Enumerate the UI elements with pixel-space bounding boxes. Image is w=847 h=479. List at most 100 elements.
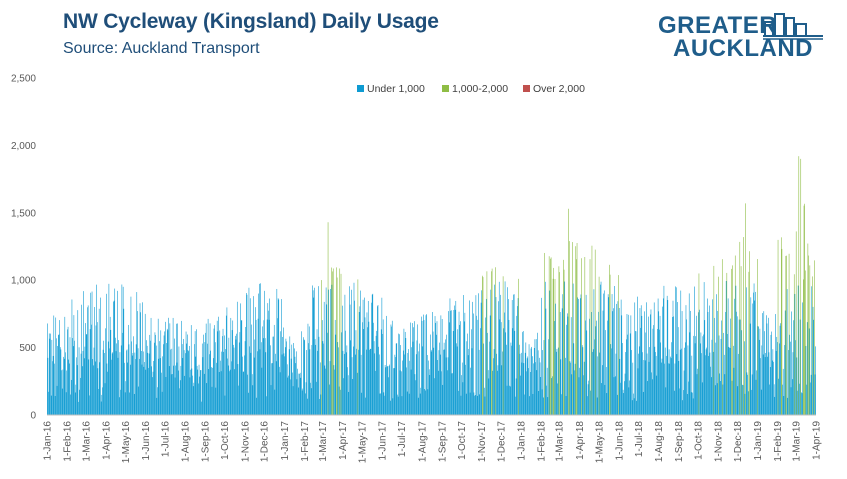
bar-2016-05-18	[136, 292, 138, 415]
bar-2016-05-08	[129, 364, 131, 415]
bar-2017-07-06	[404, 331, 406, 415]
bar-2017-04-21	[355, 330, 357, 415]
bar-2016-10-17	[235, 335, 236, 415]
bar-2017-04-12	[349, 304, 351, 415]
bar-2018-07-21	[651, 372, 652, 415]
bar-2016-11-22	[258, 293, 259, 415]
x-tick-label: 1-May-17	[358, 421, 369, 464]
bar-2018-10-29	[716, 294, 717, 415]
bar-2018-01-23	[535, 362, 536, 415]
bar-2017-05-09	[367, 327, 368, 415]
bar-2018-07-13	[646, 302, 647, 415]
bar-2018-03-07	[563, 259, 564, 415]
bar-2017-06-18	[393, 368, 394, 415]
bar-2016-09-15	[214, 325, 215, 415]
y-tick-label: 500	[19, 343, 36, 354]
bar-2018-08-28	[675, 287, 677, 415]
bar-2017-05-01	[362, 322, 363, 415]
bar-2017-04-03	[343, 353, 345, 415]
bar-2018-08-23	[672, 300, 674, 415]
bar-2017-06-20	[394, 354, 396, 415]
bar-2018-06-22	[632, 362, 634, 415]
bar-2017-11-26	[497, 365, 499, 415]
bar-2018-03-16	[568, 241, 570, 415]
bar-2017-06-06	[385, 367, 387, 415]
bar-2017-03-28	[340, 389, 341, 415]
bar-2016-11-09	[249, 298, 251, 415]
bar-2016-04-12	[113, 301, 114, 415]
bar-2016-04-23	[120, 389, 121, 415]
bar-2018-12-26	[753, 283, 755, 415]
bar-2018-03-06	[562, 294, 564, 415]
bar-2018-05-26	[615, 376, 616, 415]
bar-2017-02-20	[316, 329, 318, 415]
bar-2017-11-30	[500, 294, 501, 415]
bar-2017-07-07	[405, 338, 407, 415]
bar-2017-12-26	[517, 306, 518, 415]
bar-2016-07-30	[183, 350, 185, 415]
bar-2019-01-18	[768, 352, 770, 415]
bar-2018-09-20	[690, 392, 692, 415]
bar-2017-12-29	[519, 344, 520, 415]
bar-2019-01-19	[769, 384, 770, 415]
bar-2018-03-04	[561, 394, 562, 415]
bar-2016-08-14	[193, 382, 195, 415]
bar-2016-03-10	[91, 291, 93, 415]
bar-2016-03-06	[89, 395, 90, 415]
bar-2018-04-28	[596, 397, 598, 415]
bar-2017-08-26	[437, 370, 439, 415]
bar-2018-01-22	[534, 339, 536, 415]
bar-2018-02-06	[544, 252, 545, 415]
bar-2016-08-27	[201, 343, 203, 415]
bar-2018-03-18	[570, 362, 571, 415]
bar-2018-03-26	[575, 246, 577, 415]
bar-2017-06-19	[393, 368, 395, 415]
bar-2018-05-04	[600, 281, 602, 415]
bar-2016-01-31	[66, 370, 68, 415]
bar-2017-01-02	[284, 347, 286, 415]
bar-2019-01-03	[758, 339, 760, 415]
bar-2017-05-04	[364, 297, 365, 415]
bar-2017-09-19	[453, 309, 455, 415]
bar-2017-02-07	[308, 343, 309, 415]
bar-2019-03-15	[804, 270, 806, 415]
bar-2016-02-02	[67, 326, 69, 415]
bar-2018-11-20	[730, 318, 732, 415]
bar-2018-01-10	[526, 358, 528, 415]
bar-2016-07-05	[167, 330, 169, 415]
bar-2016-08-07	[189, 345, 190, 415]
bar-2016-04-10	[111, 353, 113, 415]
bar-2016-06-04	[147, 352, 149, 415]
bar-2017-07-03	[402, 350, 404, 415]
bar-2017-06-09	[387, 365, 389, 415]
bar-2016-06-12	[152, 371, 154, 415]
bar-2016-11-18	[255, 319, 257, 415]
bar-2016-09-17	[215, 387, 217, 415]
bar-2016-05-31	[144, 313, 146, 415]
bar-2017-02-28	[321, 320, 323, 415]
bar-2016-01-09	[52, 361, 53, 415]
bar-2017-08-08	[426, 314, 427, 415]
bar-2019-03-24	[810, 374, 812, 415]
bar-2016-03-08	[90, 292, 92, 415]
bar-2017-01-15	[293, 343, 294, 415]
bar-2018-01-19	[532, 393, 534, 415]
bar-2016-01-06	[50, 333, 51, 415]
bar-2016-09-08	[209, 323, 211, 415]
bar-2016-12-07	[268, 310, 269, 415]
bar-2016-12-08	[268, 319, 270, 415]
bar-2017-12-20	[513, 294, 514, 415]
bar-2018-05-30	[617, 301, 619, 415]
bar-2017-04-16	[352, 379, 353, 415]
bar-2018-09-13	[686, 319, 687, 415]
bar-2018-06-27	[635, 331, 637, 415]
bar-2018-05-11	[605, 330, 606, 415]
bar-2016-03-20	[98, 388, 99, 415]
bar-2016-10-03	[225, 315, 227, 415]
bar-2019-02-12	[784, 310, 786, 415]
bar-2018-07-02	[638, 346, 640, 415]
bar-2017-08-30	[440, 315, 442, 415]
bar-2018-12-28	[755, 291, 756, 415]
bar-2016-09-21	[218, 316, 219, 415]
bar-2018-12-03	[738, 319, 740, 415]
